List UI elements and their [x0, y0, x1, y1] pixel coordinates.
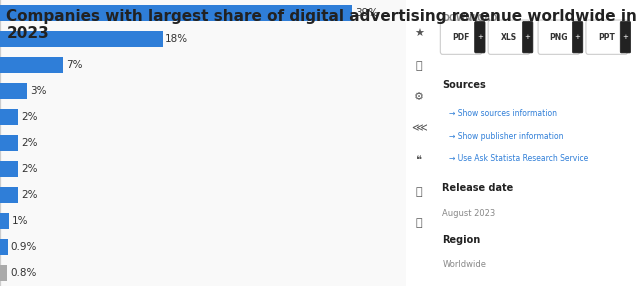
Bar — [0, 83, 27, 99]
Text: PPT: PPT — [598, 33, 615, 42]
Text: Release date: Release date — [442, 183, 514, 193]
Text: 0.9%: 0.9% — [11, 242, 37, 252]
Text: Companies with largest share of digital advertising revenue worldwide in 2023: Companies with largest share of digital … — [6, 9, 637, 41]
Text: ⚙: ⚙ — [414, 92, 424, 102]
Text: ⋘: ⋘ — [412, 124, 427, 134]
FancyBboxPatch shape — [538, 20, 580, 54]
Text: +: + — [575, 34, 580, 40]
Bar — [0, 31, 163, 47]
Bar — [0, 135, 18, 151]
Bar — [0, 265, 7, 281]
Text: Sources: Sources — [442, 80, 486, 90]
Text: XLS: XLS — [501, 33, 517, 42]
Text: 2%: 2% — [20, 190, 37, 200]
Bar — [0, 239, 8, 255]
Text: August 2023: August 2023 — [442, 209, 495, 218]
Text: → Show publisher information: → Show publisher information — [449, 132, 563, 140]
Text: 1%: 1% — [12, 216, 28, 226]
FancyBboxPatch shape — [475, 21, 485, 53]
FancyBboxPatch shape — [522, 21, 533, 53]
Text: ★: ★ — [414, 29, 424, 39]
FancyBboxPatch shape — [440, 20, 482, 54]
FancyBboxPatch shape — [586, 20, 627, 54]
Bar — [0, 161, 18, 177]
Text: PNG: PNG — [550, 33, 568, 42]
Text: 7%: 7% — [66, 60, 83, 70]
Bar — [0, 187, 18, 203]
Text: 3%: 3% — [30, 86, 46, 96]
Text: 39%: 39% — [355, 8, 378, 18]
Text: DOWNLOAD: DOWNLOAD — [442, 14, 498, 23]
FancyBboxPatch shape — [572, 21, 583, 53]
Text: 18%: 18% — [165, 34, 188, 44]
Text: 0.8%: 0.8% — [10, 268, 36, 278]
Text: 2%: 2% — [20, 138, 37, 148]
Bar — [0, 5, 352, 21]
Text: 2%: 2% — [20, 164, 37, 174]
FancyBboxPatch shape — [488, 20, 530, 54]
Text: 2%: 2% — [20, 112, 37, 122]
Text: 🖨: 🖨 — [416, 218, 422, 228]
Text: → Use Ask Statista Research Service: → Use Ask Statista Research Service — [449, 154, 588, 163]
Text: 🏳: 🏳 — [416, 187, 422, 196]
Bar — [0, 109, 18, 125]
Text: +: + — [525, 34, 531, 40]
Text: Worldwide: Worldwide — [442, 260, 486, 269]
Text: +: + — [477, 34, 483, 40]
Text: ❝: ❝ — [416, 155, 422, 165]
Text: 🔔: 🔔 — [416, 61, 422, 71]
Bar — [0, 213, 9, 229]
Text: +: + — [623, 34, 628, 40]
Text: → Show sources information: → Show sources information — [449, 109, 557, 118]
Bar — [0, 57, 63, 73]
Text: Region: Region — [442, 235, 481, 245]
FancyBboxPatch shape — [620, 21, 630, 53]
Text: PDF: PDF — [452, 33, 470, 42]
